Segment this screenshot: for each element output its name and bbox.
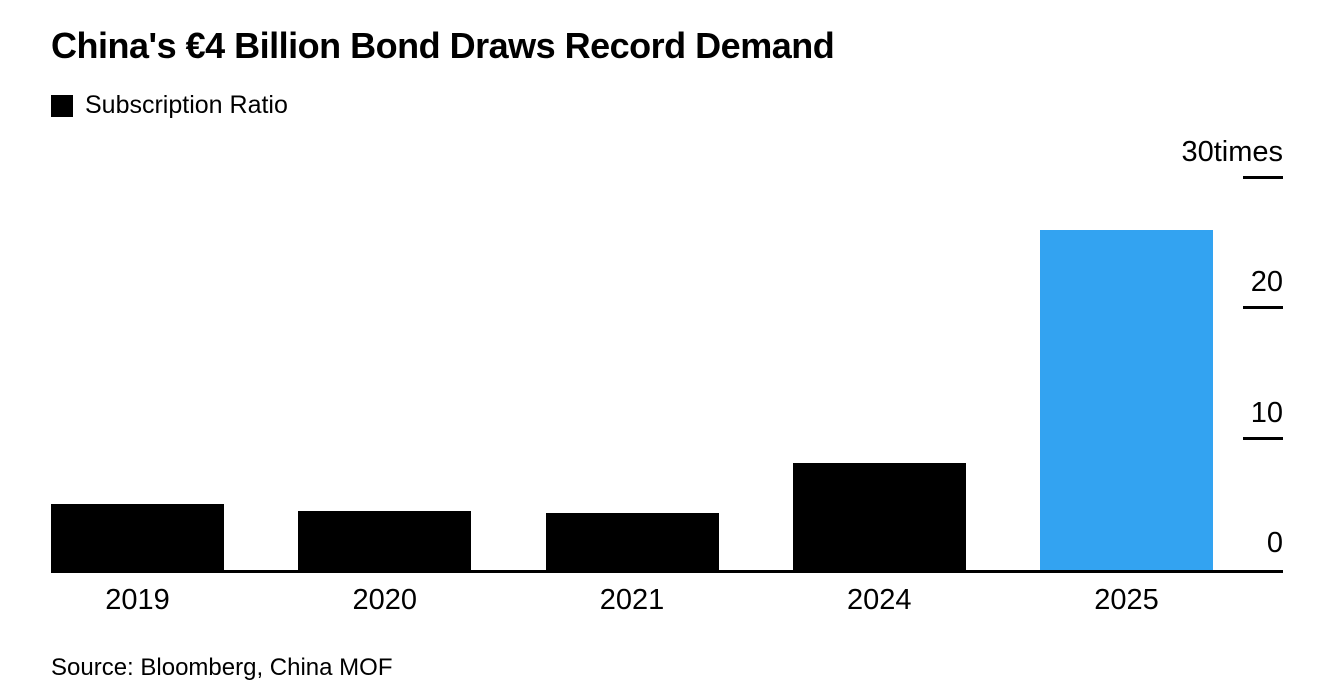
x-axis-label-2024: 2024 [846,584,912,616]
chart-title: China's €4 Billion Bond Draws Record Dem… [51,25,835,66]
y-axis-tick-label-30times: 30times [1181,136,1283,168]
bar-2025 [1040,229,1213,570]
bar-2024 [792,463,966,570]
x-axis-label-2021: 2021 [599,584,665,616]
y-axis-tick-20 [1243,306,1283,310]
x-axis-label-2020: 2020 [352,584,418,616]
legend: Subscription Ratio [51,93,288,118]
x-axis-label-2025: 2025 [1094,584,1159,616]
y-axis-tick-label-10: 10 [1250,396,1283,429]
bar-2020 [298,511,472,570]
x-axis-baseline [51,570,1283,573]
y-axis-tick-30 [1243,176,1283,179]
source-note: Source: Bloomberg, China MOF [51,654,393,681]
y-axis-tick-10 [1243,436,1283,440]
legend-label: Subscription Ratio [85,91,288,119]
bar-2021 [545,512,719,570]
y-axis-tick-label-0: 0 [1266,527,1283,559]
legend-swatch-icon [51,94,73,117]
bar-2019 [51,503,224,570]
y-axis-tick-label-20: 20 [1250,266,1283,299]
x-axis-label-2019: 2019 [105,584,170,616]
